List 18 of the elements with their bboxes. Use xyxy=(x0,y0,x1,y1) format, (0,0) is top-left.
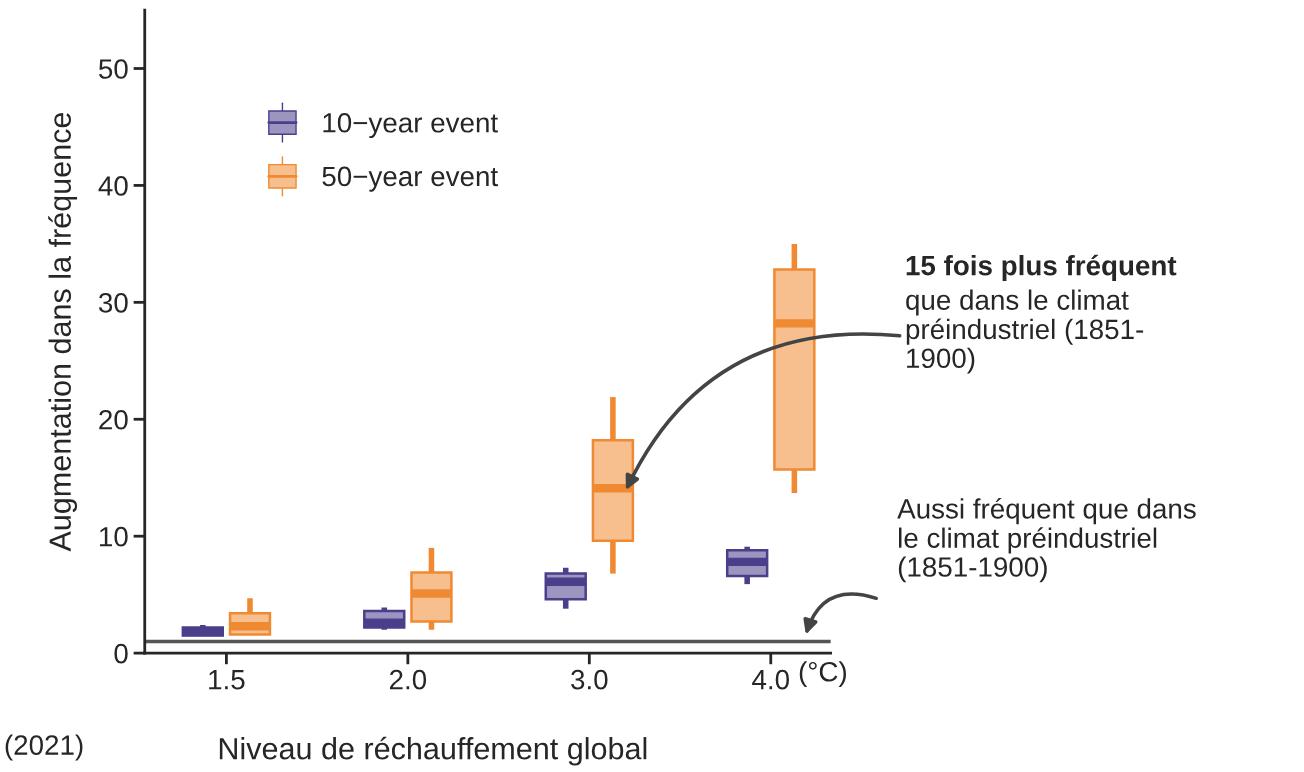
x-tick-label: 4.0 xyxy=(752,669,789,690)
x-tick-label: 3.0 xyxy=(571,669,608,690)
y-tick-label: 20 xyxy=(99,409,128,430)
y-tick-label: 0 xyxy=(114,643,128,664)
text: (2021) xyxy=(5,734,83,761)
x-tick-label: 1.5 xyxy=(209,670,245,690)
text: 15 fois plus fréquent que dans le climat préindustriel (1851- 1900) xyxy=(906,254,1177,374)
legend-label: 50−year event xyxy=(322,166,498,192)
y-tick-label: 10 xyxy=(100,526,128,547)
y-tick-label: 40 xyxy=(98,176,128,196)
y-axis-title: Augmentation dans la fréquence xyxy=(48,112,78,552)
y-tick-label: 50 xyxy=(98,59,128,79)
x-tick-label: 2.0 xyxy=(389,669,427,690)
legend-label: 10−year event xyxy=(323,112,498,139)
text: Aussi fréquent que dans le climat préindustriel (1851-1900) xyxy=(897,497,1196,583)
x-axis-title: Niveau de réchauffement global xyxy=(219,736,647,766)
y-tick-label: 30 xyxy=(98,293,128,313)
text: (°C) xyxy=(799,661,846,688)
